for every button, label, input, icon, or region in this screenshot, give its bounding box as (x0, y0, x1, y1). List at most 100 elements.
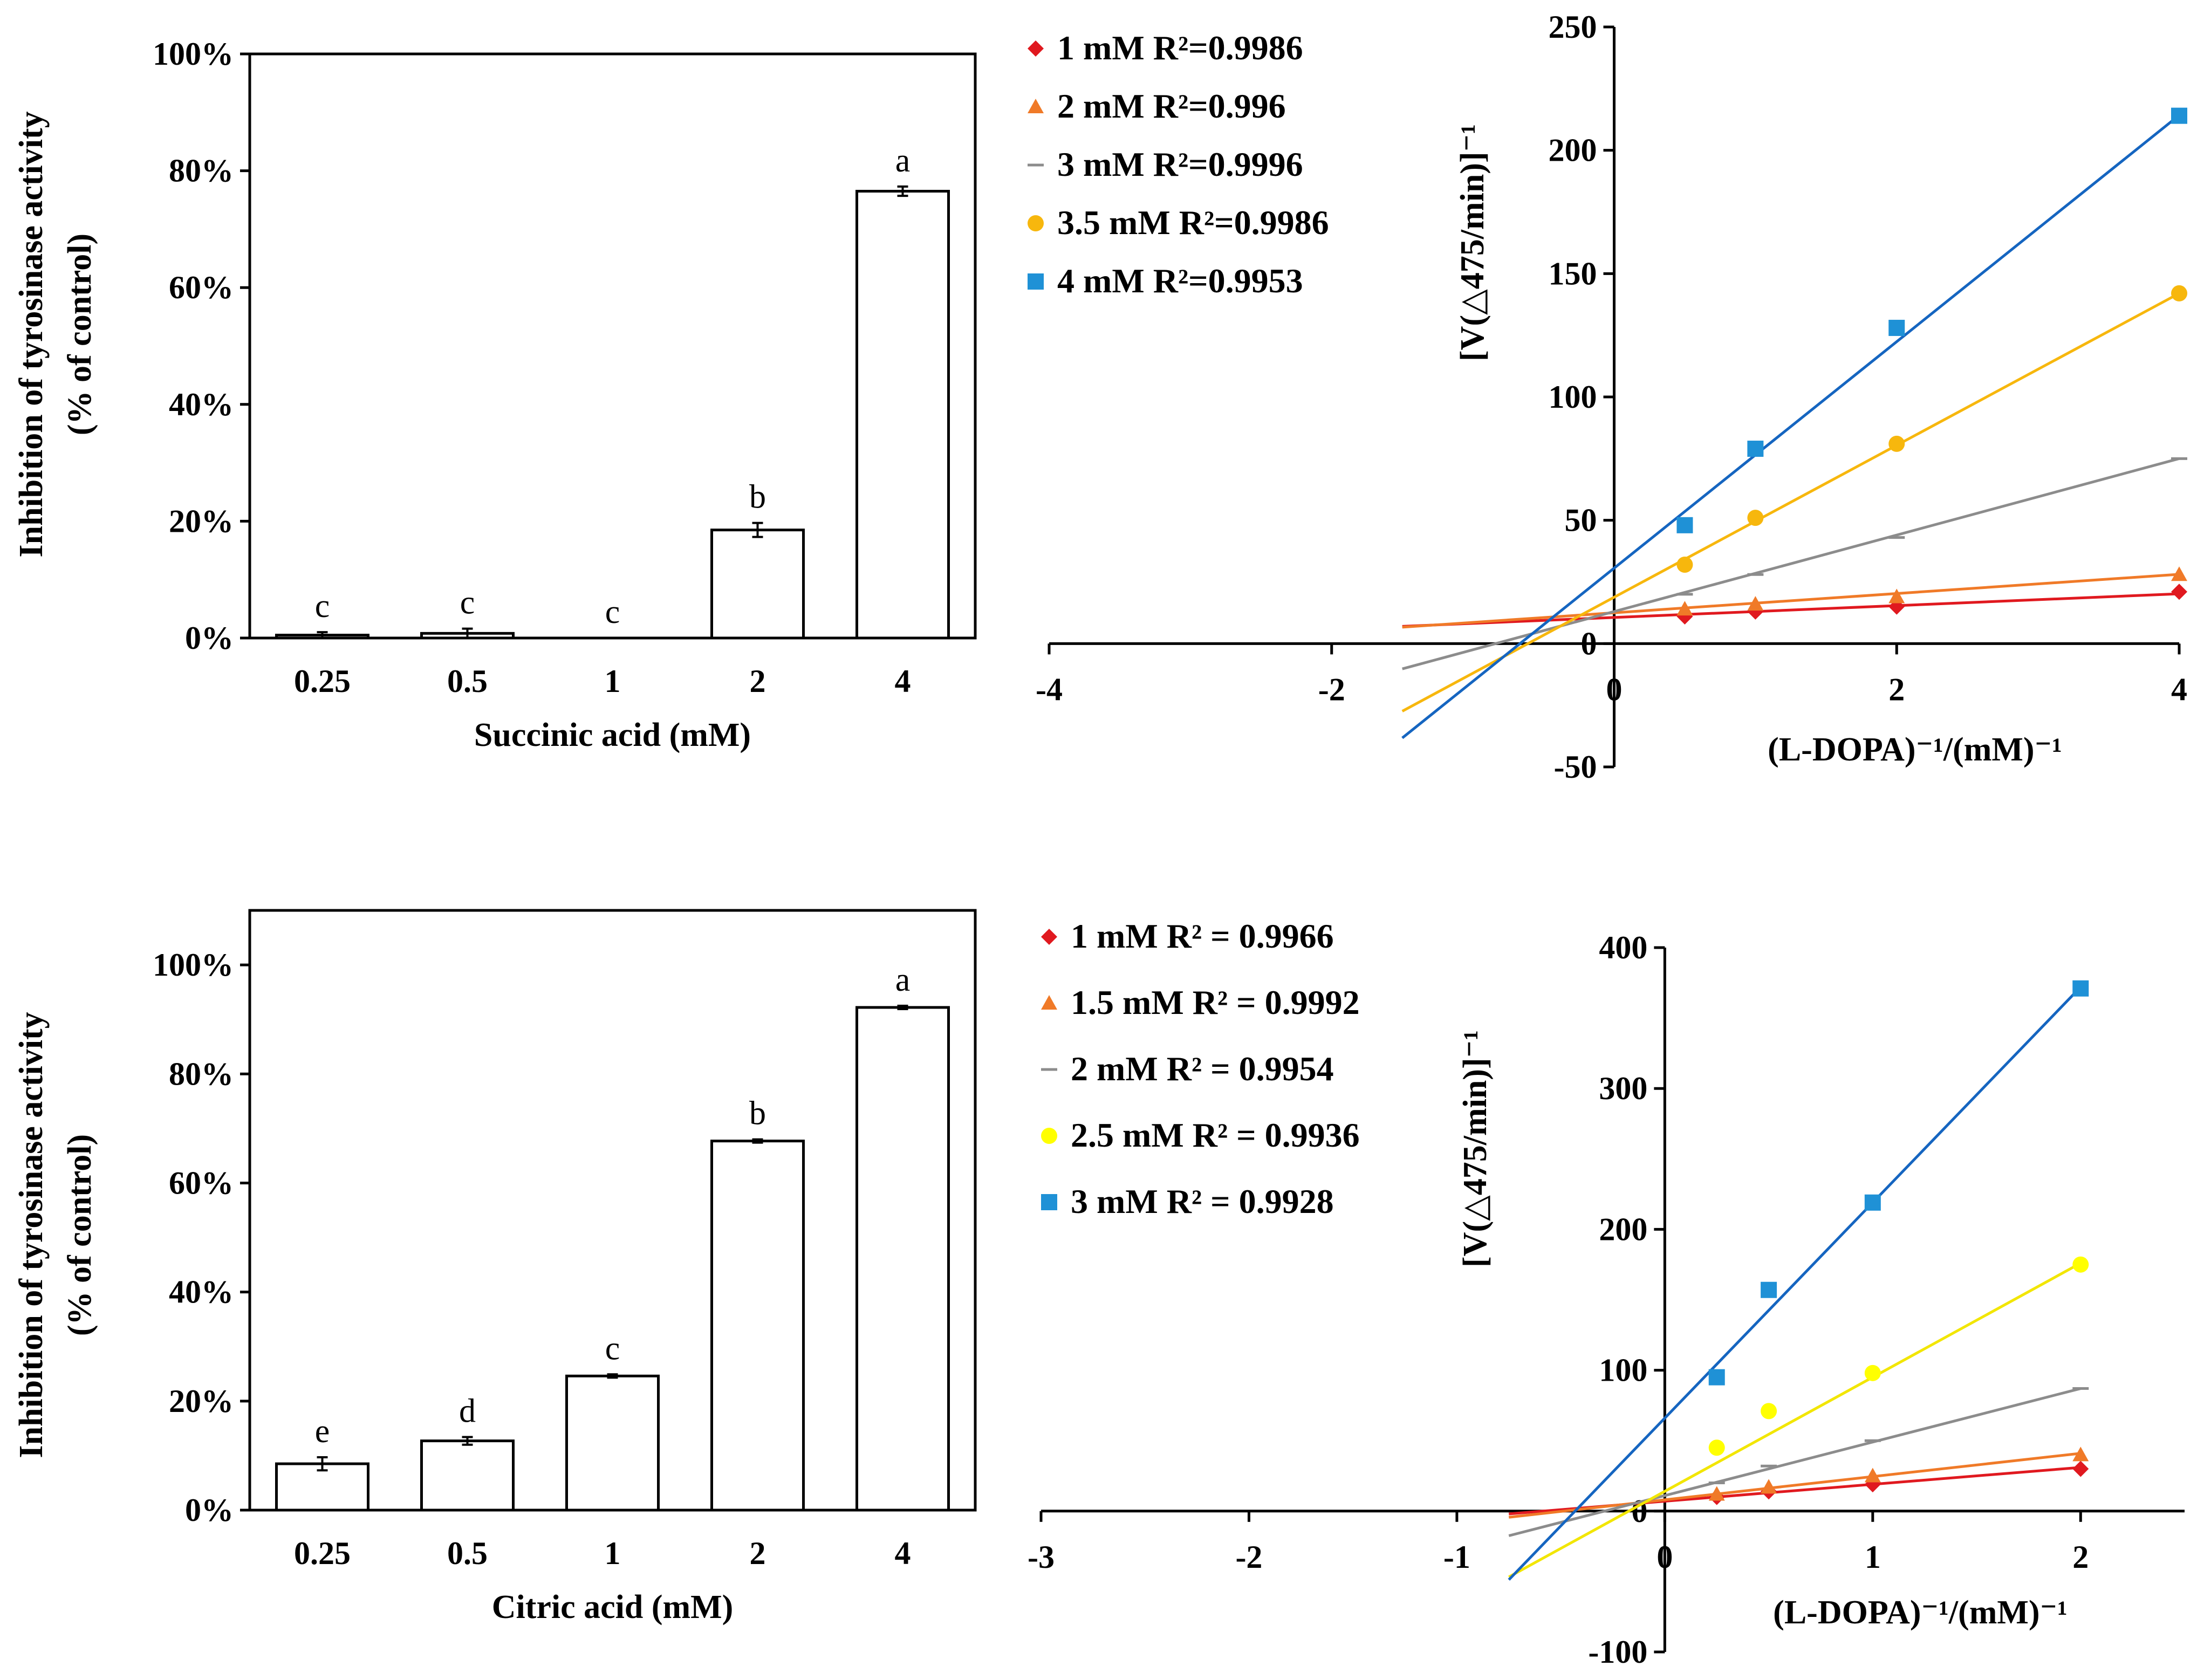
x-axis-title: Succinic acid (mM) (474, 717, 751, 753)
legend-label: 4 mM R²=0.9953 (1057, 262, 1303, 300)
data-point (2171, 566, 2187, 581)
x-tick-label: -1 (1443, 1539, 1470, 1575)
y-axis-subtitle: (% of control) (61, 234, 98, 435)
bar (275, 1462, 369, 1512)
y-tick-label: 100 (1599, 1353, 1647, 1388)
x-axis-title: Citric acid (mM) (492, 1589, 734, 1626)
data-point (1864, 1468, 1881, 1483)
trendline (1508, 1452, 2081, 1519)
x-tick-label: 4 (895, 663, 911, 699)
x-tick-label: 2 (1888, 671, 1905, 707)
data-point (1747, 441, 1764, 457)
bar (855, 190, 950, 640)
legend-marker (1028, 273, 1044, 290)
bar (855, 1006, 950, 1512)
trendline (1402, 457, 2180, 670)
y-tick-label: 100% (153, 36, 234, 72)
data-point (2171, 107, 2187, 124)
legend-marker (1041, 995, 1057, 1010)
y-tick-label: 200 (1549, 133, 1597, 168)
data-point (2171, 584, 2187, 600)
data-point (1676, 517, 1693, 533)
y-tick-label: -50 (1554, 749, 1597, 785)
data-point (1864, 1194, 1881, 1211)
data-point (2072, 980, 2089, 997)
bar (420, 1439, 515, 1512)
legend-label: 1 mM R²=0.9986 (1057, 29, 1303, 67)
legend-label: 2.5 mM R² = 0.9936 (1071, 1116, 1360, 1154)
y-axis-title: Inhibition of tyrosinase activity (13, 111, 50, 557)
data-point (2072, 1446, 2089, 1462)
significance-letter: b (749, 1095, 766, 1132)
legend-marker (1028, 215, 1044, 231)
x-tick-label: -2 (1235, 1539, 1262, 1575)
data-point (1888, 588, 1905, 604)
trendline (1508, 1387, 2081, 1537)
y-axis-title: [V(△475/min)]⁻¹ (1457, 1030, 1494, 1267)
bar (565, 1374, 660, 1512)
y-axis-subtitle: (% of control) (61, 1134, 98, 1336)
x-tick-label: -4 (1036, 671, 1063, 707)
legend-marker (1028, 40, 1044, 57)
significance-letter: c (460, 585, 475, 621)
data-point (1708, 1369, 1725, 1386)
legend-marker (1041, 929, 1057, 945)
x-tick-label: 1 (1865, 1539, 1881, 1575)
data-point (1676, 556, 1693, 573)
data-point (2072, 1256, 2089, 1273)
significance-letter: b (749, 479, 766, 516)
y-tick-label: 0% (185, 620, 234, 656)
y-tick-label: 100% (153, 947, 234, 983)
y-tick-label: 300 (1599, 1071, 1647, 1106)
y-tick-label: 20% (169, 503, 234, 539)
x-axis-title: (L-DOPA)⁻¹/(mM)⁻¹ (1773, 1594, 2068, 1631)
x-tick-label: 1 (605, 1535, 621, 1571)
y-tick-label: 100 (1549, 379, 1597, 415)
y-tick-label: 50 (1565, 503, 1597, 538)
significance-letter: a (895, 962, 911, 998)
bar (710, 529, 805, 640)
y-axis-title: [V(△475/min)]⁻¹ (1454, 124, 1491, 361)
data-point (1708, 1486, 1725, 1501)
data-point (1708, 1439, 1725, 1456)
x-tick-label: 1 (605, 663, 621, 699)
x-tick-label: 0.25 (294, 663, 351, 699)
y-tick-label: 200 (1599, 1211, 1647, 1247)
x-axis-title: (L-DOPA)⁻¹/(mM)⁻¹ (1768, 731, 2062, 768)
bar (710, 1140, 805, 1512)
data-point (1888, 435, 1905, 452)
legend-label: 3 mM R²=0.9996 (1057, 145, 1303, 183)
x-tick-label: 0 (1606, 671, 1623, 707)
significance-letter: d (459, 1393, 476, 1430)
y-tick-label: 0% (185, 1492, 234, 1528)
data-point (1761, 1403, 1777, 1420)
plot-frame (248, 52, 977, 640)
legend-label: 2 mM R²=0.996 (1057, 87, 1286, 125)
data-point (1888, 319, 1905, 336)
y-tick-label: 400 (1599, 930, 1647, 965)
legend-label: 3.5 mM R²=0.9986 (1057, 203, 1329, 242)
x-tick-label: 2 (750, 663, 766, 699)
legend-marker (1041, 1128, 1057, 1144)
significance-letter: a (895, 142, 911, 179)
legend-marker (1041, 1194, 1057, 1210)
y-tick-label: 250 (1549, 9, 1597, 45)
y-tick-label: -100 (1588, 1634, 1647, 1670)
data-point (2171, 285, 2187, 301)
y-tick-label: 60% (169, 270, 234, 305)
trendline (1402, 573, 2180, 629)
trendline (1402, 592, 2180, 628)
x-tick-label: 0 (1657, 1539, 1673, 1575)
y-axis-title: Inhibition of tyrosinase activity (13, 1012, 50, 1458)
y-tick-label: 80% (169, 153, 234, 189)
significance-letter: c (605, 594, 620, 630)
y-tick-label: 150 (1549, 256, 1597, 291)
data-point (1864, 1364, 1881, 1381)
legend-label: 1 mM R² = 0.9966 (1071, 917, 1334, 955)
y-tick-label: 80% (169, 1056, 234, 1092)
data-point (1761, 1281, 1777, 1298)
x-tick-label: -2 (1318, 671, 1345, 707)
y-tick-label: 20% (169, 1383, 234, 1419)
y-tick-label: 40% (169, 387, 234, 422)
